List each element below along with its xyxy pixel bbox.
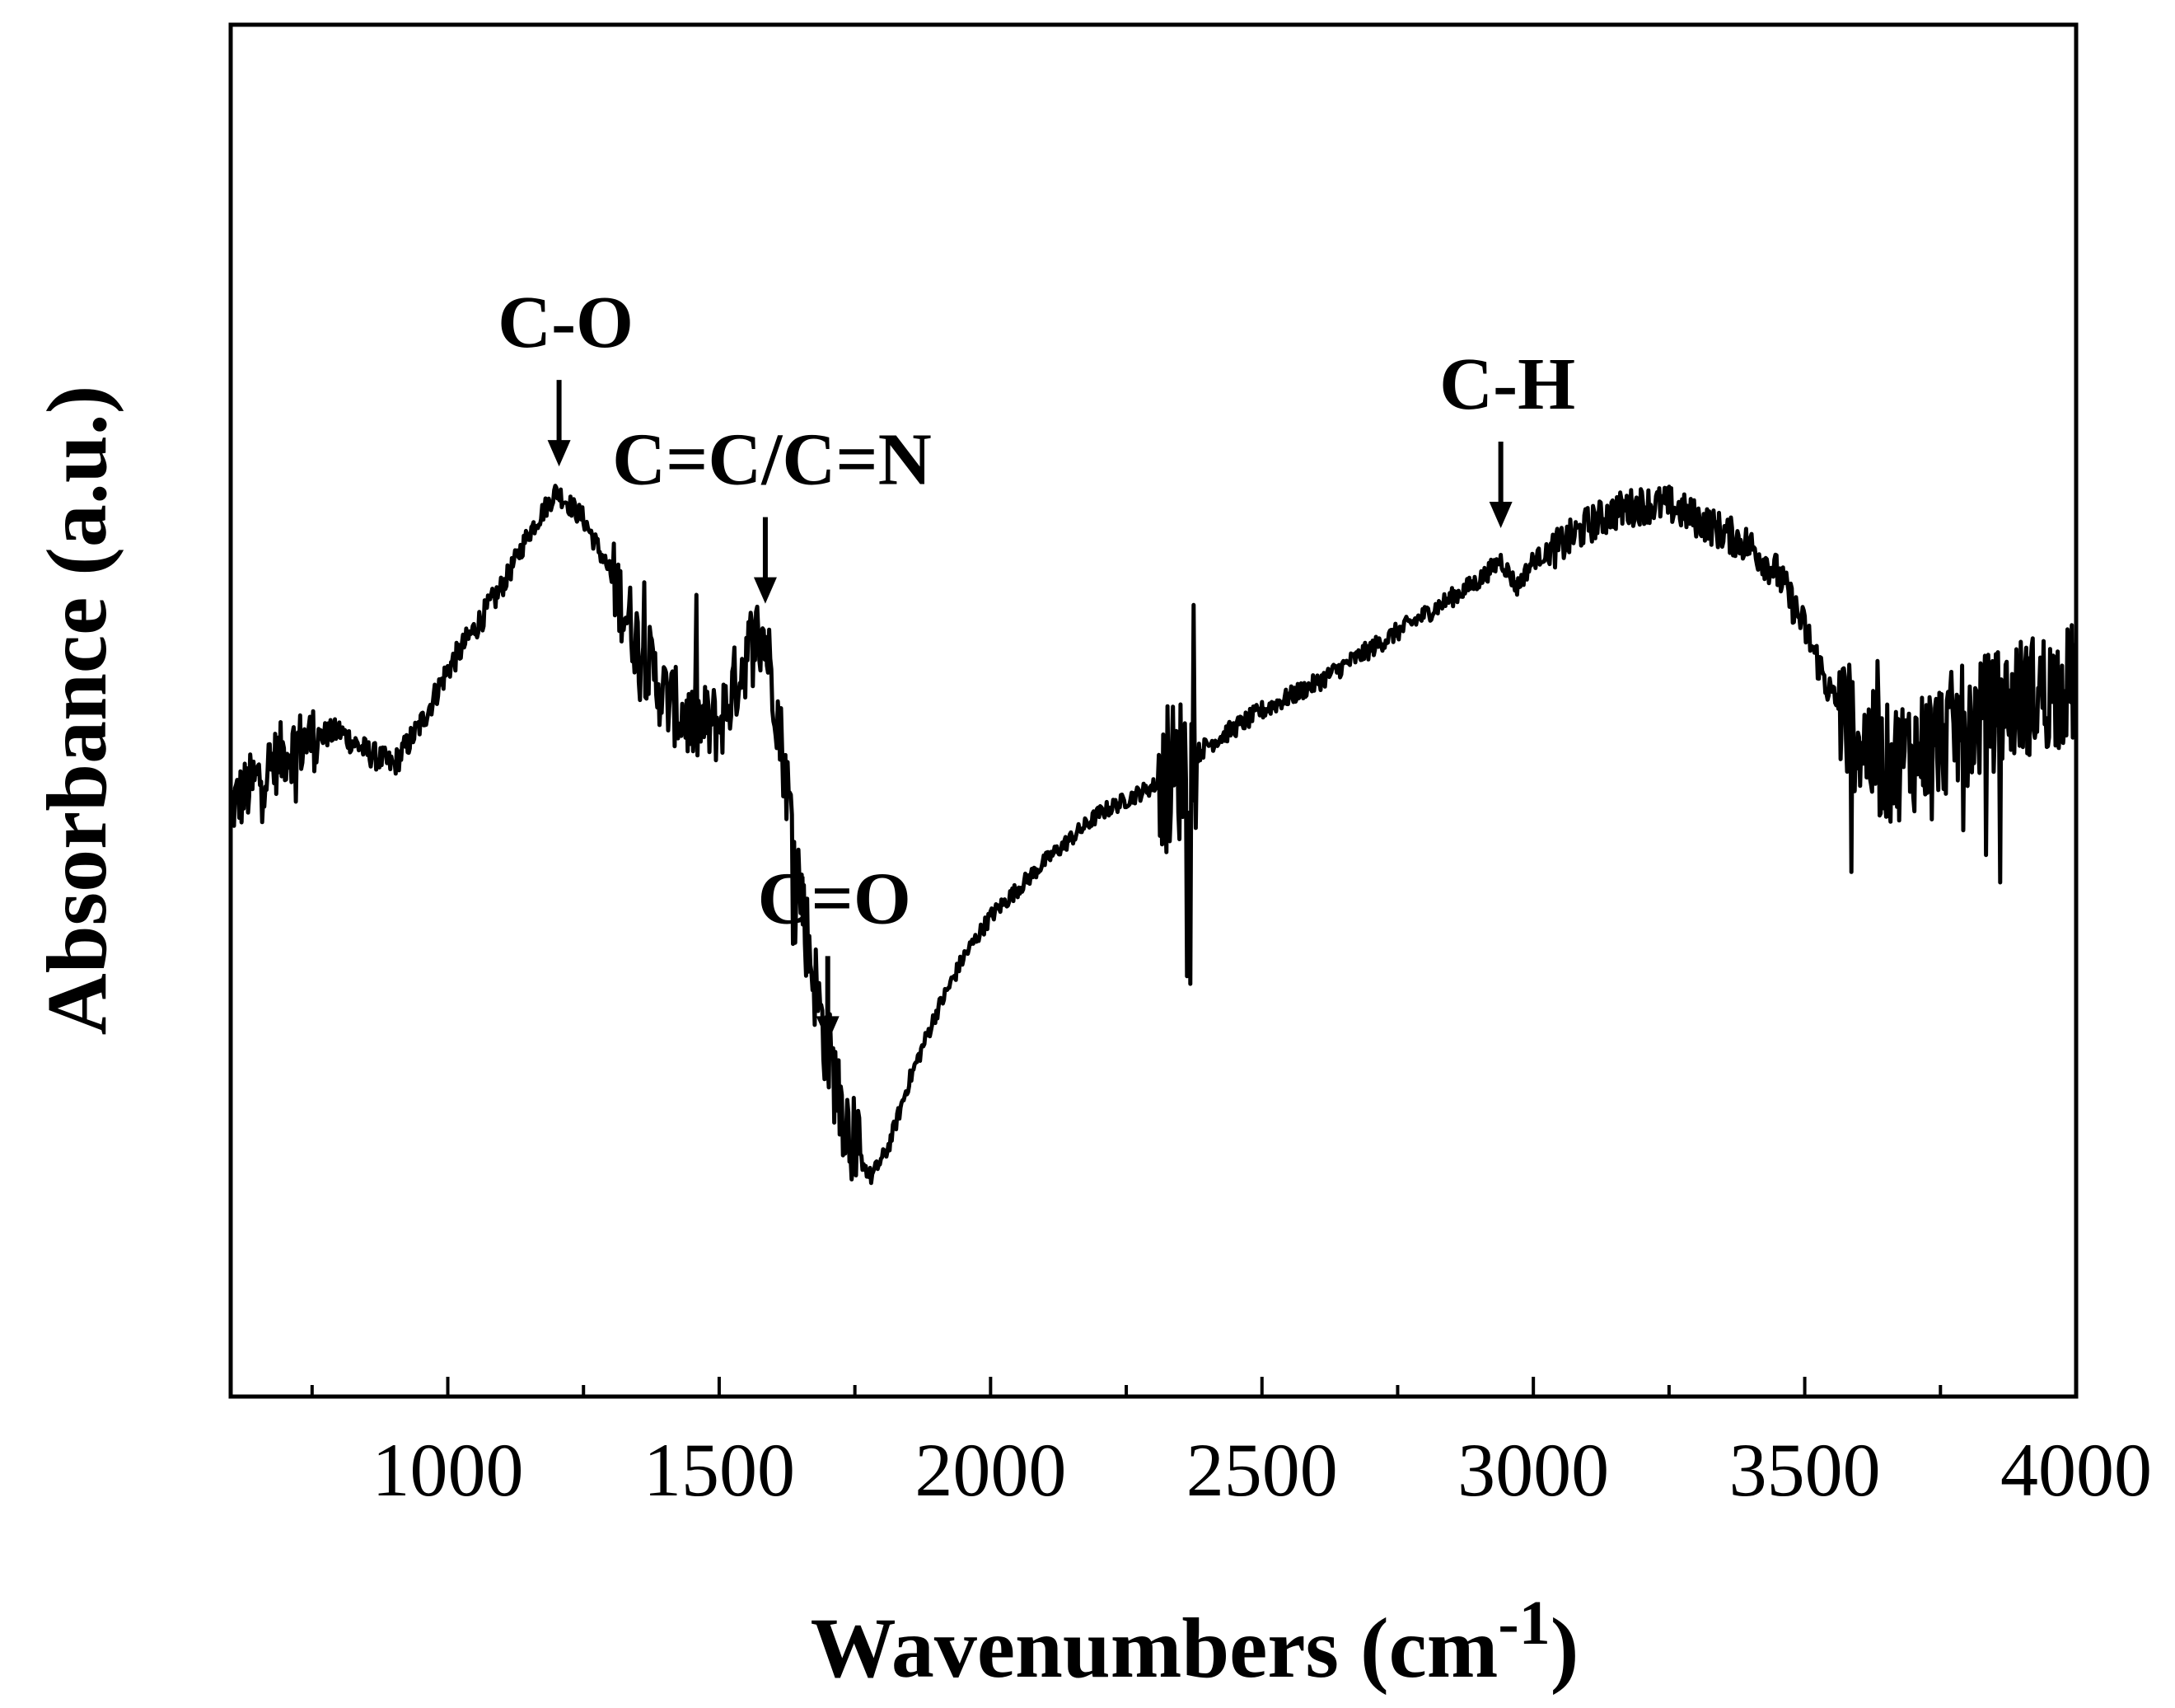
x-axis-title-main: Wavenumbers	[811, 1601, 1339, 1696]
annotation-label-c-h: C-H	[1439, 344, 1575, 425]
peak-annotations: C-O C=C/C=N C=O C-H	[498, 282, 1575, 1043]
annotation-c-h: C-H	[1439, 344, 1575, 529]
annotation-c-o: C=O	[758, 858, 911, 1043]
arrow-down-icon	[547, 440, 571, 467]
x-axis-tick-labels: 1000 1500 2000 2500 3000 3500 4000	[372, 1428, 2152, 1512]
annotation-label-c-c-c-n: C=C/C=N	[612, 419, 932, 501]
annotation-label-c-o: C=O	[758, 858, 911, 939]
x-tick-label-1500: 1500	[643, 1428, 795, 1512]
arrow-down-icon	[753, 577, 777, 604]
x-tick-label-2500: 2500	[1186, 1428, 1338, 1512]
x-tick-label-2000: 2000	[914, 1428, 1066, 1512]
x-tick-label-3500: 3500	[1729, 1428, 1881, 1512]
x-tick-label-4000: 4000	[2000, 1428, 2152, 1512]
x-axis-title-exponent: -1	[1498, 1589, 1550, 1658]
annotation-c-c-c-n: C=C/C=N	[612, 419, 932, 604]
x-tick-label-1000: 1000	[372, 1428, 524, 1512]
x-axis-title: Wavenumbers (cm-1)	[811, 1589, 1579, 1696]
plot-frame	[228, 22, 2079, 1399]
y-axis-title: Absorbance (a.u.)	[30, 386, 124, 1036]
absorbance-spectrum-line	[229, 484, 2079, 1186]
x-axis-ticks	[310, 1377, 2078, 1397]
x-axis-title-close: )	[1551, 1601, 1579, 1696]
arrow-down-icon	[1489, 502, 1513, 529]
arrow-down-icon	[816, 1016, 840, 1043]
x-axis-title-unit: cm	[1389, 1601, 1499, 1696]
annotation-c-o: C-O	[498, 282, 634, 467]
x-tick-label-3000: 3000	[1457, 1428, 1609, 1512]
annotation-label-c-o: C-O	[498, 282, 634, 363]
